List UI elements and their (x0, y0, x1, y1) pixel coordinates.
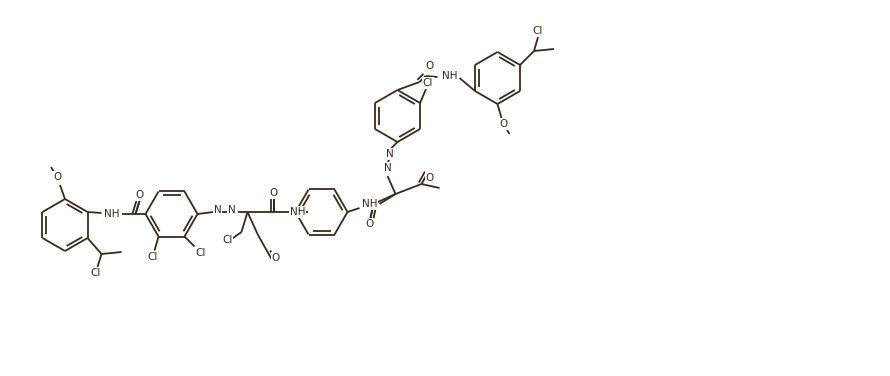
Text: Cl: Cl (423, 78, 433, 88)
Text: O: O (271, 253, 279, 263)
Text: O: O (270, 188, 278, 198)
Text: O: O (53, 172, 61, 182)
Text: Cl: Cl (222, 235, 232, 245)
Text: Cl: Cl (195, 247, 206, 258)
Text: N: N (384, 163, 392, 173)
Text: Cl: Cl (148, 252, 158, 262)
Text: Cl: Cl (533, 26, 543, 36)
Text: NH: NH (290, 207, 305, 217)
Text: N: N (385, 149, 393, 159)
Text: O: O (499, 119, 507, 129)
Text: Cl: Cl (90, 268, 101, 278)
Text: NH: NH (361, 199, 377, 209)
Text: O: O (135, 190, 143, 200)
Text: N: N (228, 205, 235, 215)
Text: NH: NH (441, 71, 457, 81)
Text: N: N (214, 205, 222, 215)
Text: O: O (425, 173, 433, 183)
Text: O: O (425, 61, 433, 71)
Text: NH: NH (104, 209, 119, 219)
Text: O: O (366, 219, 374, 229)
